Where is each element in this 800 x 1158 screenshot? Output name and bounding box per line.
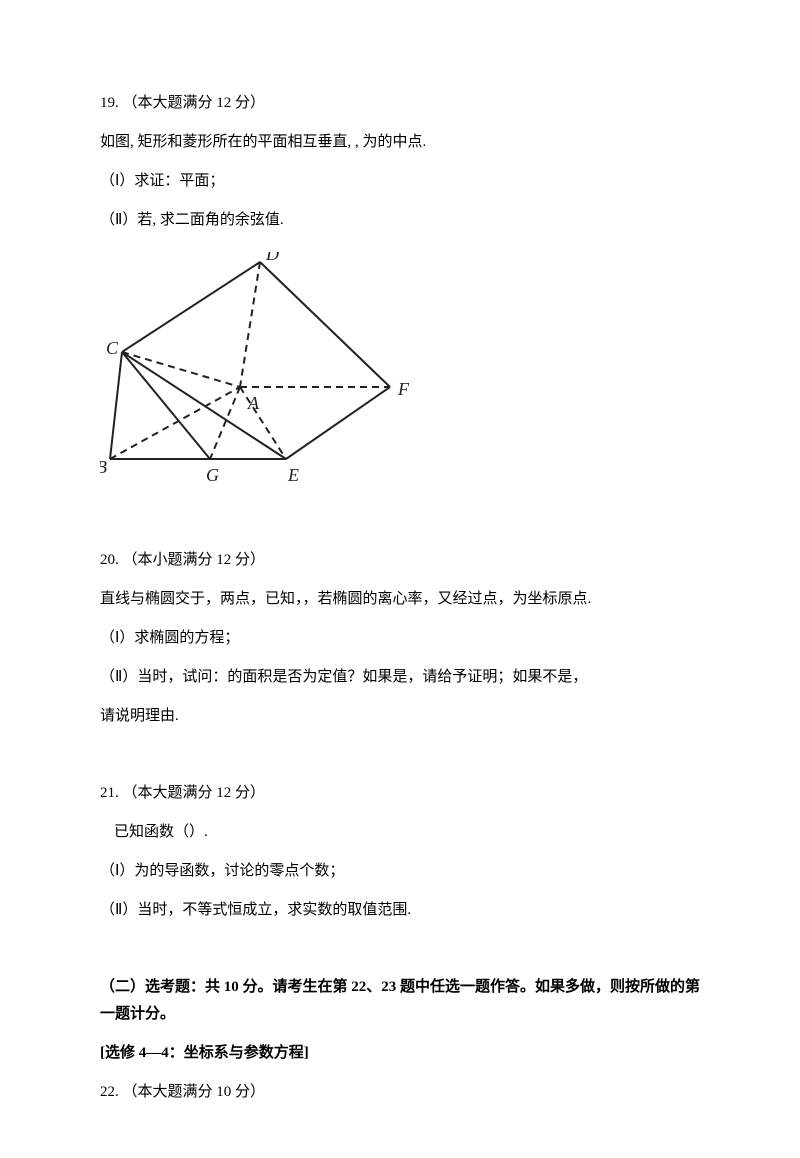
section2-heading: （二）选考题：共 10 分。请考生在第 22、23 题中任选一题作答。如果多做，… bbox=[100, 974, 700, 1028]
geometry-figure: D C A F B G E bbox=[100, 252, 420, 487]
q20-line1: 直线与椭圆交于，两点，已知，，若椭圆的离心率，又经过点，为坐标原点. bbox=[100, 586, 700, 613]
q19-line1: 如图, 矩形和菱形所在的平面相互垂直, , 为的中点. bbox=[100, 129, 700, 156]
q20-line3: （Ⅱ）当时，试问：的面积是否为定值？如果是，请给予证明；如果不是， bbox=[100, 664, 700, 691]
q19-line2: （Ⅰ）求证：平面； bbox=[100, 168, 700, 195]
q19-header: 19. （本大题满分 12 分） bbox=[100, 90, 700, 117]
q19-line3: （Ⅱ）若, 求二面角的余弦值. bbox=[100, 207, 700, 234]
svg-text:F: F bbox=[397, 379, 410, 399]
svg-text:B: B bbox=[100, 457, 107, 477]
section2-subheading: [选修 4—4：坐标系与参数方程] bbox=[100, 1040, 700, 1067]
q20-line2: （Ⅰ）求椭圆的方程； bbox=[100, 625, 700, 652]
svg-text:E: E bbox=[287, 465, 299, 485]
q21-line1: 已知函数（）. bbox=[114, 819, 700, 846]
svg-text:C: C bbox=[106, 338, 119, 358]
q21-line2: （Ⅰ）为的导函数，讨论的零点个数； bbox=[100, 858, 700, 885]
q21-line3: （Ⅱ）当时，不等式恒成立，求实数的取值范围. bbox=[100, 897, 700, 924]
q21-header: 21. （本大题满分 12 分） bbox=[100, 780, 700, 807]
q20-line4: 请说明理由. bbox=[100, 703, 700, 730]
svg-text:A: A bbox=[247, 393, 260, 413]
svg-text:D: D bbox=[265, 252, 279, 264]
svg-text:G: G bbox=[206, 465, 219, 485]
q20-header: 20. （本小题满分 12 分） bbox=[100, 547, 700, 574]
q22-header: 22. （本大题满分 10 分） bbox=[100, 1079, 700, 1106]
q19-figure-container: D C A F B G E bbox=[100, 252, 700, 497]
